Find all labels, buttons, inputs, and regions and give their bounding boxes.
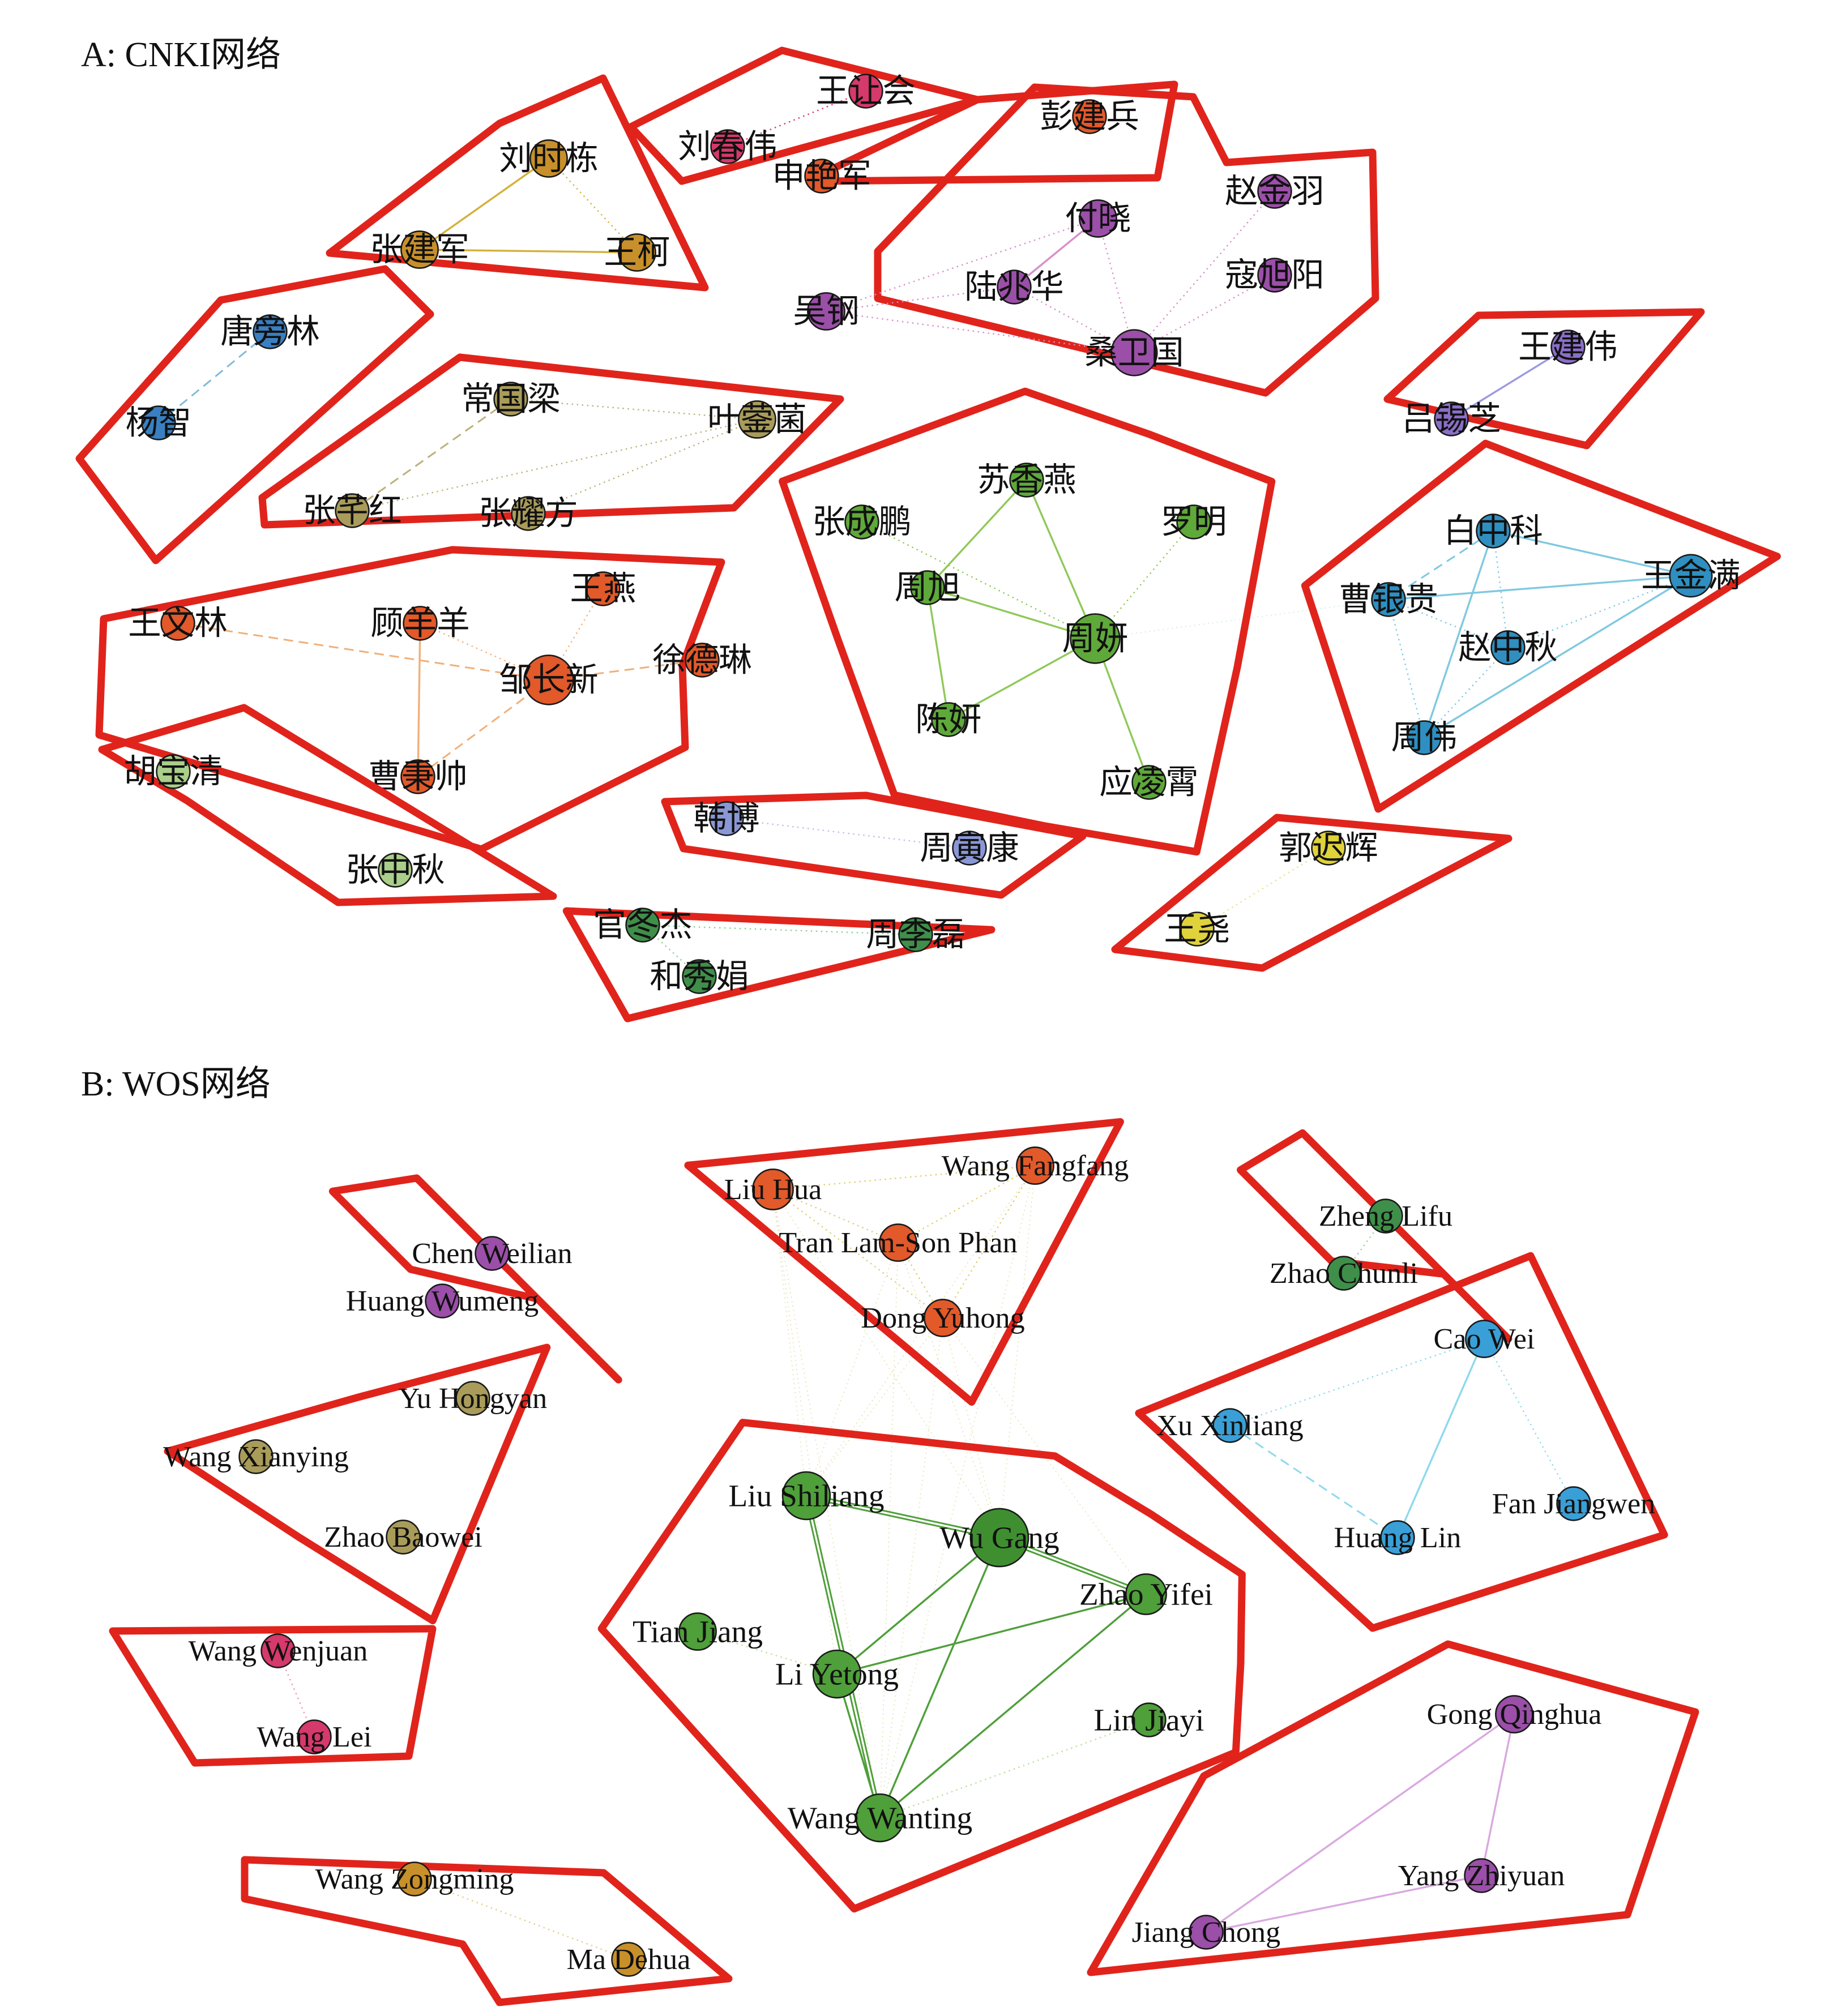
svg-text:Zhao Chunli: Zhao Chunli bbox=[1270, 1257, 1418, 1290]
svg-text:桑卫国: 桑卫国 bbox=[1084, 335, 1184, 371]
svg-text:张中秋: 张中秋 bbox=[345, 852, 445, 889]
svg-text:Wang Wanting: Wang Wanting bbox=[788, 1801, 972, 1835]
svg-text:彭建兵: 彭建兵 bbox=[1040, 99, 1139, 135]
svg-text:Dong Yuhong: Dong Yuhong bbox=[861, 1302, 1024, 1334]
svg-text:周妍: 周妍 bbox=[1062, 620, 1128, 657]
svg-text:Wang Xianying: Wang Xianying bbox=[163, 1440, 349, 1473]
svg-text:Chen Weilian: Chen Weilian bbox=[412, 1237, 572, 1270]
svg-text:A: CNKI网络: A: CNKI网络 bbox=[81, 36, 281, 74]
svg-text:陆兆华: 陆兆华 bbox=[964, 269, 1064, 306]
svg-text:张芊红: 张芊红 bbox=[302, 493, 402, 529]
svg-text:Wang Lei: Wang Lei bbox=[257, 1720, 371, 1753]
svg-text:周寅康: 周寅康 bbox=[920, 830, 1019, 867]
svg-text:Ma Dehua: Ma Dehua bbox=[567, 1943, 691, 1976]
svg-text:应凌霄: 应凌霄 bbox=[1099, 764, 1199, 801]
svg-text:徐德琳: 徐德琳 bbox=[652, 642, 752, 679]
svg-text:Zheng Lifu: Zheng Lifu bbox=[1319, 1200, 1452, 1232]
svg-text:申艳军: 申艳军 bbox=[772, 158, 871, 195]
svg-text:白中科: 白中科 bbox=[1443, 513, 1543, 550]
svg-text:Wang Wenjuan: Wang Wenjuan bbox=[189, 1634, 368, 1667]
svg-text:Gong Qinghua: Gong Qinghua bbox=[1427, 1698, 1602, 1731]
svg-text:赵金羽: 赵金羽 bbox=[1225, 173, 1324, 210]
svg-text:Liu Hua: Liu Hua bbox=[724, 1173, 822, 1206]
svg-text:周伟: 周伟 bbox=[1391, 720, 1457, 756]
svg-text:吕锡芝: 吕锡芝 bbox=[1402, 401, 1501, 438]
svg-text:周李磊: 周李磊 bbox=[866, 917, 965, 953]
svg-text:王尧: 王尧 bbox=[1164, 911, 1230, 948]
svg-text:Tran Lam-Son Phan: Tran Lam-Son Phan bbox=[779, 1226, 1017, 1259]
svg-text:邹长新: 邹长新 bbox=[499, 662, 599, 699]
svg-text:王燕: 王燕 bbox=[570, 571, 636, 607]
svg-text:苏香燕: 苏香燕 bbox=[977, 462, 1076, 499]
svg-text:Lin Jiayi: Lin Jiayi bbox=[1093, 1703, 1204, 1737]
svg-text:Jiang Chong: Jiang Chong bbox=[1132, 1916, 1280, 1949]
svg-text:王让会: 王让会 bbox=[816, 73, 916, 110]
svg-text:Li Yetong: Li Yetong bbox=[775, 1657, 899, 1692]
svg-text:周旭: 周旭 bbox=[894, 570, 960, 606]
svg-text:王建伟: 王建伟 bbox=[1518, 329, 1618, 366]
svg-text:杨智: 杨智 bbox=[125, 405, 191, 442]
svg-text:常国梁: 常国梁 bbox=[461, 381, 561, 418]
svg-text:和秀娟: 和秀娟 bbox=[650, 958, 749, 995]
svg-text:郭迟辉: 郭迟辉 bbox=[1279, 830, 1378, 867]
svg-text:吴钢: 吴钢 bbox=[793, 293, 859, 330]
svg-text:顾羊羊: 顾羊羊 bbox=[370, 605, 470, 642]
svg-text:Wu Gang: Wu Gang bbox=[939, 1521, 1059, 1555]
svg-text:Yang Zhiyuan: Yang Zhiyuan bbox=[1398, 1859, 1565, 1892]
svg-text:寇旭阳: 寇旭阳 bbox=[1225, 257, 1324, 294]
svg-text:张耀方: 张耀方 bbox=[478, 495, 578, 532]
svg-text:Wang Zongming: Wang Zongming bbox=[315, 1863, 514, 1895]
svg-text:王柯: 王柯 bbox=[604, 234, 670, 271]
svg-text:官冬杰: 官冬杰 bbox=[593, 907, 693, 944]
svg-text:Xu Xinliang: Xu Xinliang bbox=[1156, 1409, 1303, 1442]
svg-text:付晓: 付晓 bbox=[1065, 200, 1131, 237]
svg-text:赵中秋: 赵中秋 bbox=[1458, 630, 1558, 666]
svg-text:刘时栋: 刘时栋 bbox=[499, 140, 599, 177]
svg-text:张建军: 张建军 bbox=[370, 232, 469, 268]
svg-text:王文林: 王文林 bbox=[128, 605, 228, 642]
svg-text:Cao Wei: Cao Wei bbox=[1434, 1322, 1535, 1355]
svg-text:刘春伟: 刘春伟 bbox=[678, 129, 777, 165]
svg-text:胡宝清: 胡宝清 bbox=[123, 754, 223, 790]
svg-text:张成鹏: 张成鹏 bbox=[812, 504, 912, 541]
svg-text:B: WOS网络: B: WOS网络 bbox=[81, 1065, 271, 1103]
svg-text:曹银贵: 曹银贵 bbox=[1339, 581, 1438, 618]
svg-text:陈妍: 陈妍 bbox=[915, 701, 981, 738]
svg-text:Zhao Baowei: Zhao Baowei bbox=[324, 1521, 482, 1553]
svg-text:Huang Lin: Huang Lin bbox=[1334, 1521, 1462, 1554]
svg-text:Yu Hongyan: Yu Hongyan bbox=[399, 1382, 547, 1415]
svg-text:叶蓥菌: 叶蓥菌 bbox=[707, 401, 807, 438]
svg-text:Liu Shiliang: Liu Shiliang bbox=[729, 1479, 885, 1513]
svg-text:Zhao Yifei: Zhao Yifei bbox=[1079, 1577, 1213, 1612]
svg-text:Tian Jiang: Tian Jiang bbox=[633, 1615, 763, 1649]
svg-text:Fan Jiangwen: Fan Jiangwen bbox=[1492, 1487, 1655, 1520]
svg-text:罗明: 罗明 bbox=[1160, 504, 1227, 541]
svg-text:Wang Fangfang: Wang Fangfang bbox=[942, 1149, 1129, 1182]
svg-text:王金满: 王金满 bbox=[1641, 558, 1741, 594]
svg-text:Huang Wumeng: Huang Wumeng bbox=[346, 1285, 539, 1317]
svg-text:唐旁林: 唐旁林 bbox=[220, 314, 320, 350]
svg-text:韩博: 韩博 bbox=[693, 801, 759, 837]
